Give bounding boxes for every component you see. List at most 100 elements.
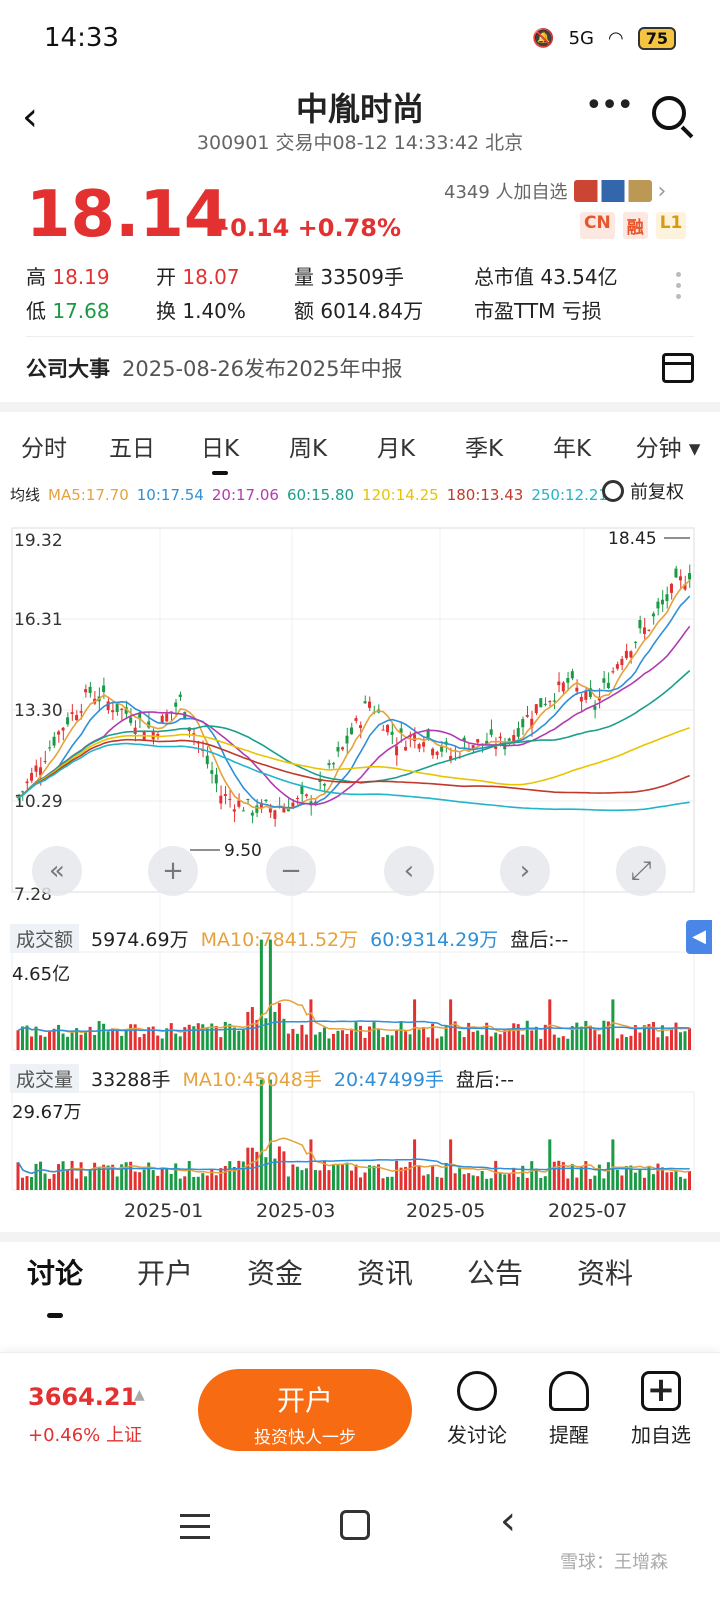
volume-bar bbox=[282, 1151, 286, 1190]
candle-body bbox=[115, 703, 119, 712]
vol-label: 量 bbox=[294, 264, 314, 289]
nav-back-icon[interactable]: ‹ bbox=[500, 1498, 516, 1544]
volume-after: 盘后:-- bbox=[455, 1069, 515, 1091]
tab-kline-2[interactable]: 日K bbox=[176, 429, 264, 475]
tab-bottom-1[interactable]: 开户 bbox=[136, 1257, 193, 1290]
fullscreen-icon[interactable]: ⤢ bbox=[616, 846, 666, 896]
candle-body bbox=[620, 658, 624, 665]
tab-bottom-2[interactable]: 资金 bbox=[246, 1257, 303, 1290]
amount-bar bbox=[97, 1021, 101, 1050]
volume-label[interactable]: 成交量 bbox=[10, 1064, 80, 1093]
watermark: 雪球：王增森 bbox=[560, 1552, 668, 1573]
volume-bar bbox=[489, 1178, 493, 1190]
tab-kline-7[interactable]: 分钟 ▾ bbox=[635, 436, 701, 462]
tab-kline-4[interactable]: 月K bbox=[376, 436, 416, 462]
volume-bar bbox=[642, 1177, 646, 1190]
add-watchlist-button[interactable]: 加自选 bbox=[616, 1370, 706, 1448]
amount-bar bbox=[300, 1024, 304, 1050]
amount-bar bbox=[201, 1024, 205, 1050]
collapse-panel-icon[interactable]: ◀ bbox=[686, 920, 712, 954]
candle-body bbox=[426, 729, 430, 738]
post-discussion-button[interactable]: 发讨论 bbox=[432, 1371, 522, 1448]
tab-bottom-4[interactable]: 公告 bbox=[466, 1257, 523, 1290]
tab-kline-5[interactable]: 季K bbox=[464, 436, 504, 462]
amount-bar bbox=[467, 1022, 471, 1050]
volume-bar bbox=[304, 1168, 308, 1190]
search-icon[interactable] bbox=[652, 96, 686, 130]
tab-bottom-0[interactable]: 讨论 bbox=[0, 1252, 110, 1318]
scroll-right-icon[interactable]: › bbox=[500, 846, 550, 896]
candle-body bbox=[102, 685, 106, 693]
amount-bar bbox=[174, 1033, 178, 1050]
volume-bar bbox=[503, 1174, 507, 1190]
stock-title: 中胤时尚 bbox=[295, 90, 424, 128]
calendar-icon[interactable] bbox=[662, 352, 694, 383]
volume-bar bbox=[656, 1163, 660, 1190]
amount-bar bbox=[593, 1029, 597, 1050]
company-event[interactable]: 公司大事 2025-08-26发布2025年中报 bbox=[26, 336, 694, 398]
volume-bar bbox=[39, 1161, 43, 1190]
tab-bottom-5[interactable]: 资料 bbox=[576, 1257, 633, 1290]
amount-bar bbox=[282, 1018, 286, 1050]
volume-bar bbox=[345, 1162, 349, 1190]
candle-body bbox=[291, 802, 295, 807]
recent-apps-icon[interactable] bbox=[180, 1514, 210, 1547]
volume-header: 成交量 33288手 MA10:45048手 20:47499手 盘后:-- bbox=[10, 1064, 514, 1093]
adjust-toggle[interactable]: 前复权 bbox=[602, 478, 684, 504]
candle-body bbox=[566, 678, 570, 683]
alert-button[interactable]: 提醒 bbox=[524, 1371, 614, 1448]
amount-bar bbox=[530, 1030, 534, 1050]
candle-body bbox=[250, 812, 254, 816]
amount-ma60: 60:9314.29万 bbox=[370, 929, 499, 951]
scroll-left-far-icon[interactable]: « bbox=[32, 846, 82, 896]
amount-bar bbox=[268, 939, 272, 1050]
amount-bar bbox=[318, 1032, 322, 1050]
status-bar: 14:33 🔕 5G ◠ 75 bbox=[0, 0, 720, 76]
amount-bar bbox=[674, 1022, 678, 1050]
open-account-button[interactable]: 开户 投资快人一步 bbox=[198, 1369, 412, 1451]
mcap-label: 总市值 bbox=[474, 264, 534, 289]
amount-bar bbox=[597, 1034, 601, 1050]
scroll-left-icon[interactable]: ‹ bbox=[384, 846, 434, 896]
zoom-in-icon[interactable]: + bbox=[148, 846, 198, 896]
candle-body bbox=[345, 735, 349, 744]
volume-bar bbox=[147, 1162, 151, 1190]
index-value[interactable]: 3664.21 bbox=[28, 1383, 138, 1411]
amount-bar bbox=[606, 1021, 610, 1050]
more-icon[interactable]: ••• bbox=[585, 88, 634, 123]
amount-bar bbox=[426, 1037, 430, 1050]
amount-bar bbox=[525, 1020, 529, 1050]
candle-body bbox=[629, 651, 633, 658]
amount-bar bbox=[160, 1038, 164, 1050]
volume-bar bbox=[309, 1139, 313, 1190]
stock-tags: CN 融 L1 bbox=[580, 212, 687, 239]
amount-label[interactable]: 成交额 bbox=[10, 924, 80, 953]
volume-bar bbox=[349, 1170, 353, 1190]
chat-icon bbox=[457, 1371, 497, 1411]
more-stats-icon[interactable] bbox=[676, 272, 682, 305]
candle-body bbox=[138, 712, 142, 720]
volume-bar bbox=[237, 1160, 241, 1190]
x-label: 2025-03 bbox=[256, 1200, 336, 1222]
amount-bar bbox=[471, 1031, 475, 1050]
home-icon[interactable] bbox=[340, 1510, 370, 1540]
zoom-out-icon[interactable]: − bbox=[266, 846, 316, 896]
amount-ma-line bbox=[18, 1020, 690, 1032]
tab-kline-0[interactable]: 分时 bbox=[21, 436, 67, 462]
volume-bar bbox=[205, 1175, 209, 1190]
tab-kline-6[interactable]: 年K bbox=[552, 436, 592, 462]
amount-bar bbox=[480, 1034, 484, 1050]
candle-body bbox=[111, 710, 115, 713]
back-icon[interactable]: ‹ bbox=[22, 94, 38, 140]
volume-bar bbox=[386, 1176, 390, 1190]
bottom-tabs: 讨论 开户 资金 资讯 公告 资料 bbox=[0, 1252, 720, 1318]
tab-bottom-3[interactable]: 资讯 bbox=[356, 1257, 413, 1290]
volume-bar bbox=[151, 1170, 155, 1190]
ma-line-ma120 bbox=[17, 726, 690, 799]
tab-kline-3[interactable]: 周K bbox=[288, 436, 328, 462]
volume-bar bbox=[431, 1166, 435, 1190]
high-value: 18.19 bbox=[52, 264, 110, 289]
followers-link[interactable]: 4349 人加自选 › bbox=[444, 178, 666, 204]
tab-kline-1[interactable]: 五日 bbox=[109, 436, 155, 462]
